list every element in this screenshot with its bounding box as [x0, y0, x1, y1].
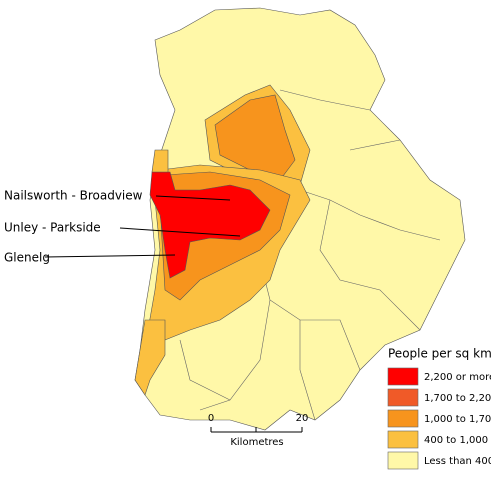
- region: [214, 94, 296, 181]
- legend-label: 1,000 to 1,700: [424, 414, 491, 425]
- scale-bar: [210, 427, 303, 433]
- legend-title: People per sq km: [388, 347, 491, 361]
- legend-label: 2,200 or more: [424, 372, 491, 383]
- scale-label: 20: [296, 413, 309, 424]
- legend-label: 400 to 1,000: [424, 435, 488, 446]
- scale-label: 0: [208, 413, 214, 424]
- region: [134, 319, 166, 396]
- region: [151, 149, 169, 173]
- place-label: Nailsworth - Broadview: [4, 189, 143, 203]
- region: [149, 171, 271, 279]
- legend-swatch: [387, 409, 419, 428]
- scale-unit: Kilometres: [230, 437, 283, 448]
- legend-swatch: [387, 367, 419, 386]
- place-label: Unley - Parkside: [4, 221, 101, 235]
- place-label: Glenelg: [4, 251, 50, 265]
- boundaries: [179, 89, 441, 421]
- legend-swatch: [387, 451, 419, 470]
- legend-swatch: [387, 430, 419, 449]
- legend-label: Less than 400: [424, 456, 491, 467]
- legend-label: 1,700 to 2,200: [424, 393, 491, 404]
- legend-swatch: [387, 388, 419, 407]
- leader-lines: [44, 195, 241, 258]
- legend: 2,200 or more 1,700 to 2,200 1,000 to 1,70…: [387, 367, 491, 470]
